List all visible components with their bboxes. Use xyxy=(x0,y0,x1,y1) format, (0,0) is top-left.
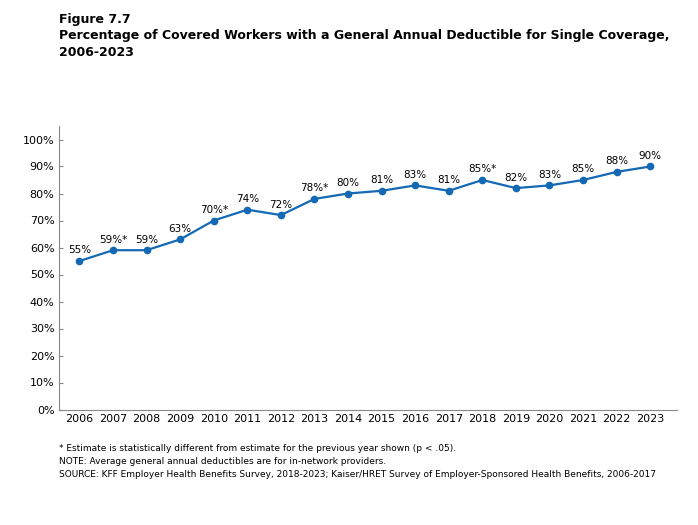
Text: 83%: 83% xyxy=(538,170,561,180)
Text: * Estimate is statistically different from estimate for the previous year shown : * Estimate is statistically different fr… xyxy=(59,444,456,453)
Text: 83%: 83% xyxy=(403,170,426,180)
Text: SOURCE: KFF Employer Health Benefits Survey, 2018-2023; Kaiser/HRET Survey of Em: SOURCE: KFF Employer Health Benefits Sur… xyxy=(59,470,656,479)
Text: Figure 7.7: Figure 7.7 xyxy=(59,13,131,26)
Text: 82%: 82% xyxy=(505,173,528,183)
Text: 85%*: 85%* xyxy=(468,164,496,174)
Text: Percentage of Covered Workers with a General Annual Deductible for Single Covera: Percentage of Covered Workers with a Gen… xyxy=(59,29,670,42)
Text: 59%*: 59%* xyxy=(99,235,127,245)
Text: 2006-2023: 2006-2023 xyxy=(59,46,134,59)
Text: 55%: 55% xyxy=(68,246,91,256)
Text: 78%*: 78%* xyxy=(300,183,329,193)
Text: 85%: 85% xyxy=(572,164,595,174)
Text: 72%: 72% xyxy=(269,200,292,209)
Text: 70%*: 70%* xyxy=(200,205,228,215)
Text: NOTE: Average general annual deductibles are for in-network providers.: NOTE: Average general annual deductibles… xyxy=(59,457,387,466)
Text: 81%: 81% xyxy=(370,175,393,185)
Text: 88%: 88% xyxy=(605,156,628,166)
Text: 81%: 81% xyxy=(437,175,460,185)
Text: 74%: 74% xyxy=(236,194,259,204)
Text: 90%: 90% xyxy=(639,151,662,161)
Text: 80%: 80% xyxy=(336,178,359,188)
Text: 63%: 63% xyxy=(169,224,192,234)
Text: 59%: 59% xyxy=(135,235,158,245)
